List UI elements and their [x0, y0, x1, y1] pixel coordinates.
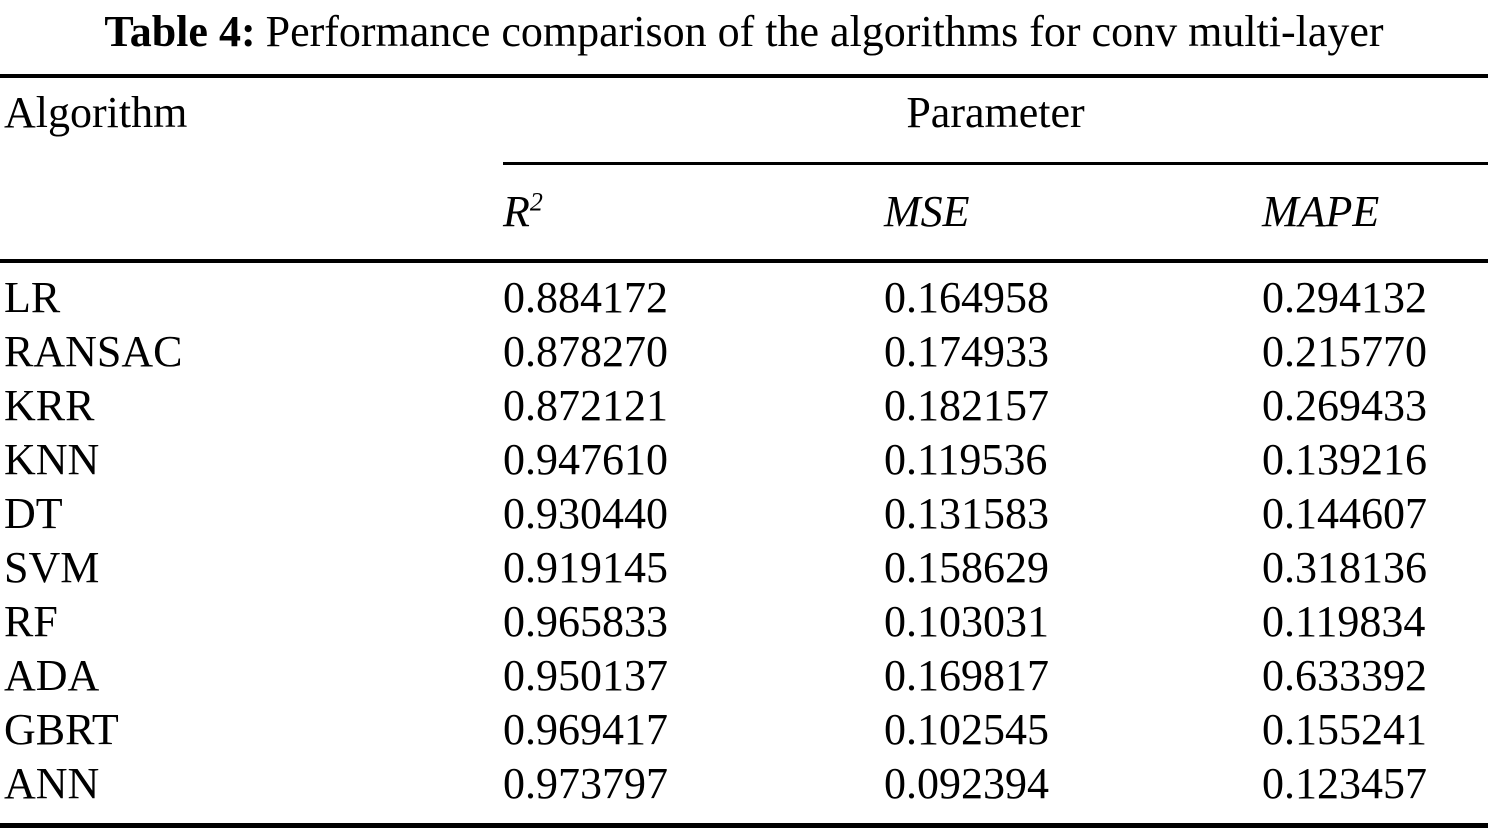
cell-algorithm: ANN [4, 759, 100, 808]
cell-mape: 0.139216 [1262, 435, 1427, 484]
cell-mape: 0.269433 [1262, 381, 1427, 430]
cell-mape: 0.155241 [1262, 705, 1427, 754]
cell-mape: 0.119834 [1262, 597, 1426, 646]
cell-algorithm: KRR [4, 381, 95, 430]
cell-mape: 0.215770 [1262, 327, 1427, 376]
cell-mse: 0.158629 [884, 543, 1049, 592]
table-row: ADA 0.950137 0.169817 0.633392 [0, 649, 1488, 703]
column-header-mape: MAPE [1262, 187, 1380, 236]
cell-mse: 0.164958 [884, 273, 1049, 322]
cell-algorithm: SVM [4, 543, 100, 592]
cell-r2: 0.973797 [503, 759, 668, 808]
table-row: GBRT 0.969417 0.102545 0.155241 [0, 703, 1488, 757]
column-header-r2-base: R [503, 187, 530, 236]
table-row: RF 0.965833 0.103031 0.119834 [0, 595, 1488, 649]
cell-mse: 0.103031 [884, 597, 1049, 646]
cell-mse: 0.092394 [884, 759, 1049, 808]
cell-algorithm: RANSAC [4, 327, 183, 376]
cell-algorithm: ADA [4, 651, 100, 700]
table-caption: Table 4: Performance comparison of the al… [0, 0, 1488, 74]
table-body: LR 0.884172 0.164958 0.294132 RANSAC 0.8… [0, 263, 1488, 811]
table-row: KRR 0.872121 0.182157 0.269433 [0, 379, 1488, 433]
table-caption-label: Table 4: [104, 7, 256, 56]
cell-r2: 0.965833 [503, 597, 668, 646]
cell-mse: 0.174933 [884, 327, 1049, 376]
column-header-r2: R2 [503, 187, 884, 259]
cell-mape: 0.318136 [1262, 543, 1427, 592]
table-header-row-2: R2 MSE MAPE [0, 165, 1488, 259]
table-top-rule [0, 74, 1488, 78]
column-header-r2-sup: 2 [529, 187, 543, 217]
table-row: ANN 0.973797 0.092394 0.123457 [0, 757, 1488, 811]
cell-r2: 0.969417 [503, 705, 668, 754]
table-row: LR 0.884172 0.164958 0.294132 [0, 271, 1488, 325]
table-caption-text: Performance comparison of the algorithms… [265, 7, 1384, 56]
cell-mape: 0.633392 [1262, 651, 1427, 700]
table-row: RANSAC 0.878270 0.174933 0.215770 [0, 325, 1488, 379]
table-row: SVM 0.919145 0.158629 0.318136 [0, 541, 1488, 595]
cell-algorithm: KNN [4, 435, 100, 484]
table-header-row-1: Algorithm Parameter [0, 78, 1488, 162]
cell-r2: 0.930440 [503, 489, 668, 538]
header-bottom-rule [0, 259, 1488, 263]
cell-mape: 0.294132 [1262, 273, 1427, 322]
cell-algorithm: RF [4, 597, 58, 646]
cell-mse: 0.131583 [884, 489, 1049, 538]
cell-mape: 0.144607 [1262, 489, 1427, 538]
cell-mape: 0.123457 [1262, 759, 1427, 808]
parameter-group-rule-row [0, 162, 1488, 165]
cell-mse: 0.182157 [884, 381, 1049, 430]
column-group-header-parameter: Parameter [906, 88, 1085, 137]
column-header-algorithm: Algorithm [4, 88, 188, 137]
spacer-cell [0, 187, 503, 259]
cell-r2: 0.872121 [503, 381, 668, 430]
cell-algorithm: LR [4, 273, 61, 322]
column-header-mse: MSE [884, 187, 970, 236]
table-row: DT 0.930440 0.131583 0.144607 [0, 487, 1488, 541]
cell-mse: 0.169817 [884, 651, 1049, 700]
spacer-cell [0, 162, 503, 165]
cell-r2: 0.878270 [503, 327, 668, 376]
cell-algorithm: GBRT [4, 705, 119, 754]
table-bottom-rule [0, 823, 1488, 828]
cell-mse: 0.119536 [884, 435, 1048, 484]
table-row: KNN 0.947610 0.119536 0.139216 [0, 433, 1488, 487]
cell-r2: 0.919145 [503, 543, 668, 592]
cell-r2: 0.884172 [503, 273, 668, 322]
parameter-group-rule [503, 162, 1488, 165]
cell-r2: 0.950137 [503, 651, 668, 700]
cell-mse: 0.102545 [884, 705, 1049, 754]
cell-algorithm: DT [4, 489, 63, 538]
cell-r2: 0.947610 [503, 435, 668, 484]
